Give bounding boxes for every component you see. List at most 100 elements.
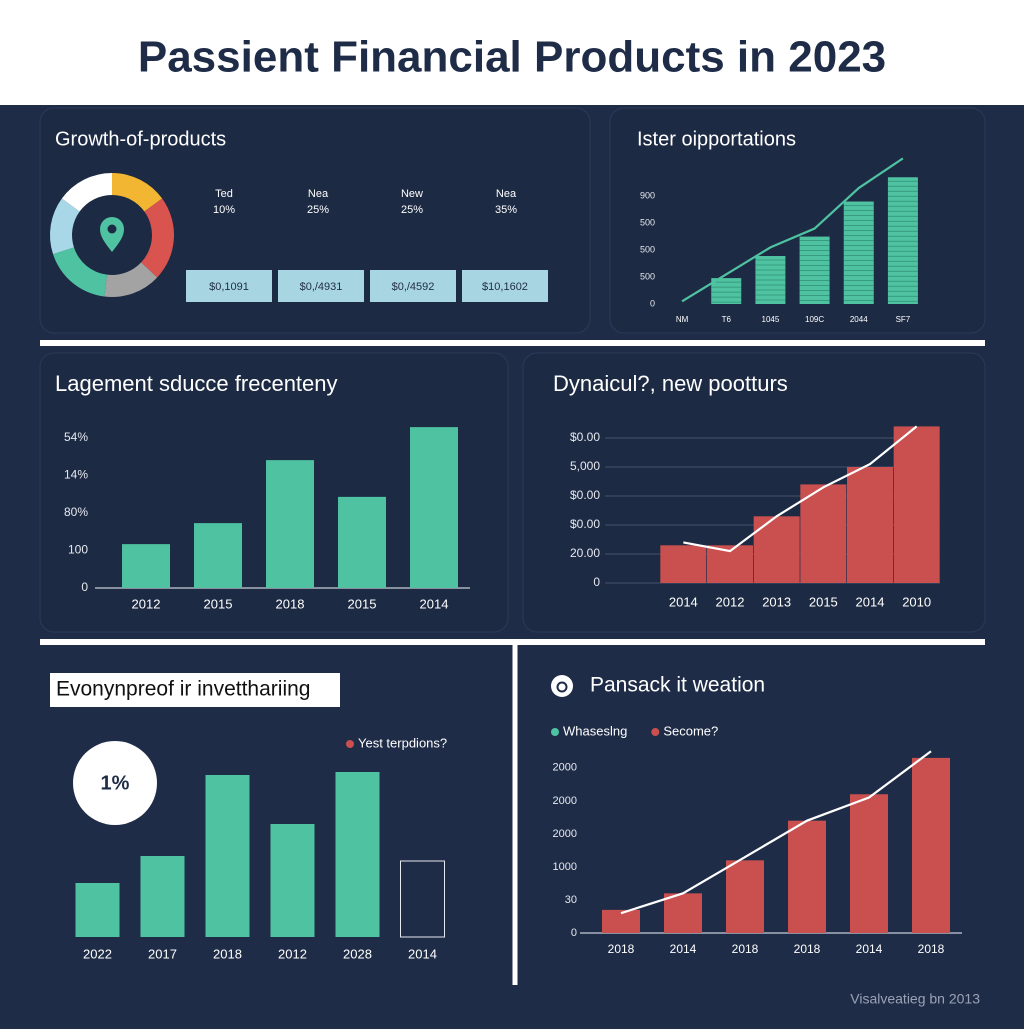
x-tick-label: 2022 (83, 946, 112, 961)
bar (122, 544, 170, 588)
y-tick-label: 500 (640, 217, 655, 227)
bar (335, 772, 380, 937)
bar (266, 460, 314, 588)
x-tick-label: 2018 (732, 942, 759, 956)
chart-title: Ister oipportations (637, 128, 796, 150)
bar (338, 496, 386, 588)
bar (788, 820, 826, 933)
bar (847, 467, 893, 583)
x-tick-label: 2017 (148, 946, 177, 961)
y-tick-label: 0 (81, 580, 88, 594)
bar (664, 893, 702, 933)
y-tick-label: 0 (571, 927, 577, 939)
x-tick-label: 2010 (902, 594, 931, 609)
x-tick-label: 2018 (918, 942, 945, 956)
donut-segment (141, 198, 174, 278)
y-tick-label: 100 (68, 543, 88, 557)
line (620, 750, 932, 915)
legend-label: Yest terpdions? (358, 735, 447, 750)
x-tick-label: 2014 (856, 594, 885, 609)
stat-label: Ted (215, 188, 233, 200)
x-tick-label: 2044 (850, 315, 868, 324)
y-tick-label: 900 (640, 191, 655, 201)
line (683, 425, 918, 553)
stat-value: 35% (495, 204, 517, 216)
stat-tile (462, 270, 548, 302)
x-tick-label: 2014 (670, 942, 697, 956)
title-box (50, 673, 340, 707)
chart-title: Pansack it weation (590, 674, 765, 697)
bar (75, 883, 120, 937)
bar (602, 909, 640, 933)
stat-label: New (401, 188, 423, 200)
x-tick-label: 109C (805, 315, 824, 324)
stat-value: 10% (213, 204, 235, 216)
x-tick-label: 2018 (213, 946, 242, 961)
stat-label: Nea (308, 188, 329, 200)
donut-segment (104, 262, 158, 297)
y-tick-label: 20.00 (570, 546, 600, 560)
x-tick-label: 2028 (343, 946, 372, 961)
bar (893, 426, 940, 583)
chart-title: Evonynpreof ir invetthariing (56, 678, 310, 701)
chart-title: Lagement sducce frecenteny (55, 371, 338, 396)
bar (410, 427, 458, 588)
legend-swatch (346, 740, 354, 748)
tile-text: $0,/4592 (392, 281, 435, 293)
bar (140, 856, 185, 937)
bar (400, 860, 445, 938)
bar (726, 860, 764, 933)
x-tick-label: 2014 (420, 596, 449, 611)
y-tick-label: 30 (565, 894, 577, 906)
stat-tile (186, 270, 272, 302)
bar (912, 757, 950, 933)
y-tick-label: 2000 (553, 828, 577, 840)
x-tick-label: 2012 (278, 946, 307, 961)
bar (843, 201, 874, 304)
y-tick-label: 500 (640, 244, 655, 254)
x-tick-label: 1045 (762, 315, 780, 324)
page-title: Passient Financial Products in 2023 (138, 33, 886, 82)
legend-label: Secome? (663, 723, 718, 738)
bar (660, 545, 707, 583)
x-tick-label: 2014 (669, 594, 698, 609)
x-tick-label: 2014 (856, 942, 883, 956)
tile-text: $0,/4931 (300, 281, 343, 293)
bar (270, 824, 315, 937)
donut-segment (112, 173, 163, 212)
x-tick-label: 2018 (276, 596, 305, 611)
x-tick-label: 2012 (716, 594, 745, 609)
y-tick-label: 54% (64, 430, 88, 444)
chart-title: Dynaicul?, new pootturs (553, 371, 788, 396)
y-tick-label: 14% (64, 468, 88, 482)
stat-value: 25% (307, 204, 329, 216)
x-tick-label: 2018 (608, 942, 635, 956)
donut-segment (53, 247, 107, 297)
badge-text: 1% (101, 772, 130, 794)
legend-swatch (651, 728, 660, 736)
legend-swatch (551, 728, 559, 736)
x-tick-label: SF7 (896, 315, 911, 324)
x-tick-label: 2012 (132, 596, 161, 611)
tile-text: $0,1091 (209, 281, 249, 293)
x-tick-label: 2018 (794, 942, 821, 956)
x-tick-label: NM (676, 315, 689, 324)
panel-title: Growth-of-products (55, 128, 226, 150)
title-band (0, 0, 1024, 105)
y-tick-label: 2000 (553, 795, 577, 807)
y-tick-label: 0 (650, 298, 655, 308)
stat-label: Nea (496, 188, 517, 200)
y-tick-label: $0.00 (570, 488, 600, 502)
footer: Visalveatieg bn 2013 (850, 991, 980, 1007)
legend-label: Whaseslng (563, 723, 627, 738)
x-tick-label: 2013 (762, 594, 791, 609)
bar (753, 516, 800, 583)
y-tick-label: 2000 (553, 762, 577, 774)
x-tick-label: T6 (722, 315, 732, 324)
stat-tile (370, 270, 456, 302)
stat-value: 25% (401, 204, 423, 216)
bar (205, 775, 250, 937)
bar (194, 523, 242, 588)
bar (887, 177, 918, 304)
